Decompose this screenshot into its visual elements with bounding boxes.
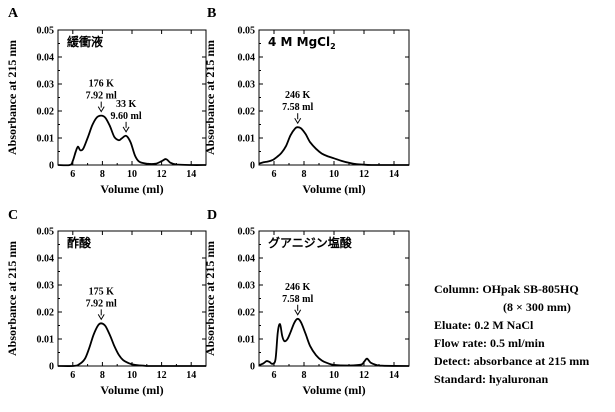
y-tick-label: 0.05 [37, 26, 55, 37]
x-tick-label: 14 [186, 370, 196, 381]
condition-column-size: (8 × 300 mm) [503, 300, 571, 314]
condition-label: 酢酸 [67, 235, 92, 250]
y-tick-label: 0 [49, 362, 54, 373]
condition-label: 緩衝液 [67, 34, 103, 49]
panel-a: 0 0.01 0.02 0.03 0.04 0.05 6 8 10 12 14 Volume (ml)… [5, 6, 207, 196]
y-axis-label: Absorbance at 215 nm [203, 241, 217, 356]
y-tick-label: 0.02 [238, 107, 256, 118]
panel-letter: D [207, 208, 217, 223]
y-tick-label: 0.04 [37, 254, 55, 265]
y-tick-label: 0.02 [37, 308, 55, 319]
peak-annotation: 175 K [89, 286, 115, 297]
y-tick-label: 0.01 [37, 335, 55, 346]
chromatogram-line [57, 114, 207, 167]
y-tick-label: 0.03 [37, 281, 55, 292]
peak-annotation: 9.60 ml [111, 111, 142, 122]
peak-arrowhead [97, 106, 105, 113]
y-tick-label: 0.04 [37, 53, 55, 64]
y-tick-label: 0.01 [238, 134, 256, 145]
peak-arrowhead [294, 117, 302, 125]
condition-label: 4 M MgCl2 [268, 35, 336, 51]
x-tick-label: 12 [359, 169, 369, 180]
condition-standard: Standard: hyaluronan [434, 372, 549, 386]
x-tick-label: 6 [272, 169, 277, 180]
panel-letter: B [207, 6, 216, 21]
x-tick-label: 14 [389, 370, 399, 381]
peak-arrowhead [122, 126, 130, 133]
x-tick-label: 10 [127, 169, 137, 180]
x-tick-label: 14 [389, 169, 399, 180]
x-tick-label: 10 [329, 169, 339, 180]
condition-eluate: Eluate: 0.2 M NaCl [434, 318, 534, 332]
x-tick-label: 12 [157, 169, 167, 180]
y-tick-label: 0.05 [238, 227, 256, 238]
x-tick-label: 12 [359, 370, 369, 381]
panel-d: 0 0.01 0.02 0.03 0.04 0.05 6 8 10 12 14 Volume (ml)… [203, 208, 410, 397]
y-axis-label: Absorbance at 215 nm [203, 40, 217, 155]
peak-arrowhead [97, 314, 105, 321]
peak-arrowhead [294, 309, 302, 316]
x-tick-label: 10 [329, 370, 339, 381]
y-tick-label: 0.05 [37, 227, 55, 238]
y-tick-label: 0.02 [37, 107, 55, 118]
condition-flow-rate: Flow rate: 0.5 ml/min [434, 336, 545, 350]
condition-subscript: 2 [330, 42, 336, 51]
peak-annotation: 7.92 ml [86, 91, 117, 102]
y-tick-label: 0.04 [238, 254, 256, 265]
x-tick-label: 8 [302, 169, 307, 180]
y-tick-label: 0 [49, 161, 54, 172]
y-tick-label: 0 [250, 161, 255, 172]
peak-annotation: 33 K [116, 99, 137, 110]
chromatogram-line [258, 317, 410, 367]
x-tick-label: 8 [100, 370, 105, 381]
y-tick-label: 0 [250, 362, 255, 373]
y-axis-label: Absorbance at 215 nm [5, 40, 19, 155]
x-axis-label: Volume (ml) [100, 182, 163, 196]
peak-annotation: 246 K [285, 90, 311, 101]
y-tick-label: 0.04 [238, 53, 256, 64]
y-tick-label: 0.03 [37, 80, 55, 91]
panel-b: 0 0.01 0.02 0.03 0.04 0.05 6 8 10 12 14 Volume (ml)… [203, 6, 410, 196]
peak-annotation: 7.58 ml [282, 294, 313, 305]
y-axis-label: Absorbance at 215 nm [5, 241, 19, 356]
x-axis-label: Volume (ml) [302, 182, 365, 196]
condition-detect: Detect: absorbance at 215 mm [434, 354, 590, 368]
x-tick-label: 6 [272, 370, 277, 381]
condition-label: グアニジン塩酸 [268, 235, 353, 250]
y-tick-label: 0.05 [238, 26, 256, 37]
x-tick-label: 6 [70, 370, 75, 381]
y-tick-label: 0.01 [37, 134, 55, 145]
y-tick-label: 0.03 [238, 281, 256, 292]
panel-letter: C [8, 208, 18, 223]
panel-letter: A [8, 6, 19, 21]
x-tick-label: 14 [186, 169, 196, 180]
chromatogram-line [57, 322, 206, 367]
x-tick-label: 8 [100, 169, 105, 180]
peak-annotation: 246 K [285, 282, 311, 293]
peak-annotation: 7.92 ml [86, 298, 117, 309]
x-tick-label: 12 [157, 370, 167, 381]
peak-annotation: 7.58 ml [282, 102, 313, 113]
x-axis-label: Volume (ml) [302, 383, 365, 397]
plot-frame [57, 230, 207, 367]
panel-c: 0 0.01 0.02 0.03 0.04 0.05 6 8 10 12 14 Volume (ml)… [5, 208, 207, 397]
y-tick-label: 0.01 [238, 335, 256, 346]
run-conditions: Column: OHpak SB-805HQ (8 × 300 mm) Elua… [434, 280, 614, 388]
x-tick-label: 6 [70, 169, 75, 180]
condition-column: Column: OHpak SB-805HQ [434, 282, 579, 296]
chromatogram-line [258, 126, 409, 166]
x-tick-label: 8 [302, 370, 307, 381]
x-axis-label: Volume (ml) [100, 383, 163, 397]
y-tick-label: 0.03 [238, 80, 256, 91]
y-tick-label: 0.02 [238, 308, 256, 319]
x-tick-label: 10 [127, 370, 137, 381]
peak-annotation: 176 K [89, 79, 115, 90]
